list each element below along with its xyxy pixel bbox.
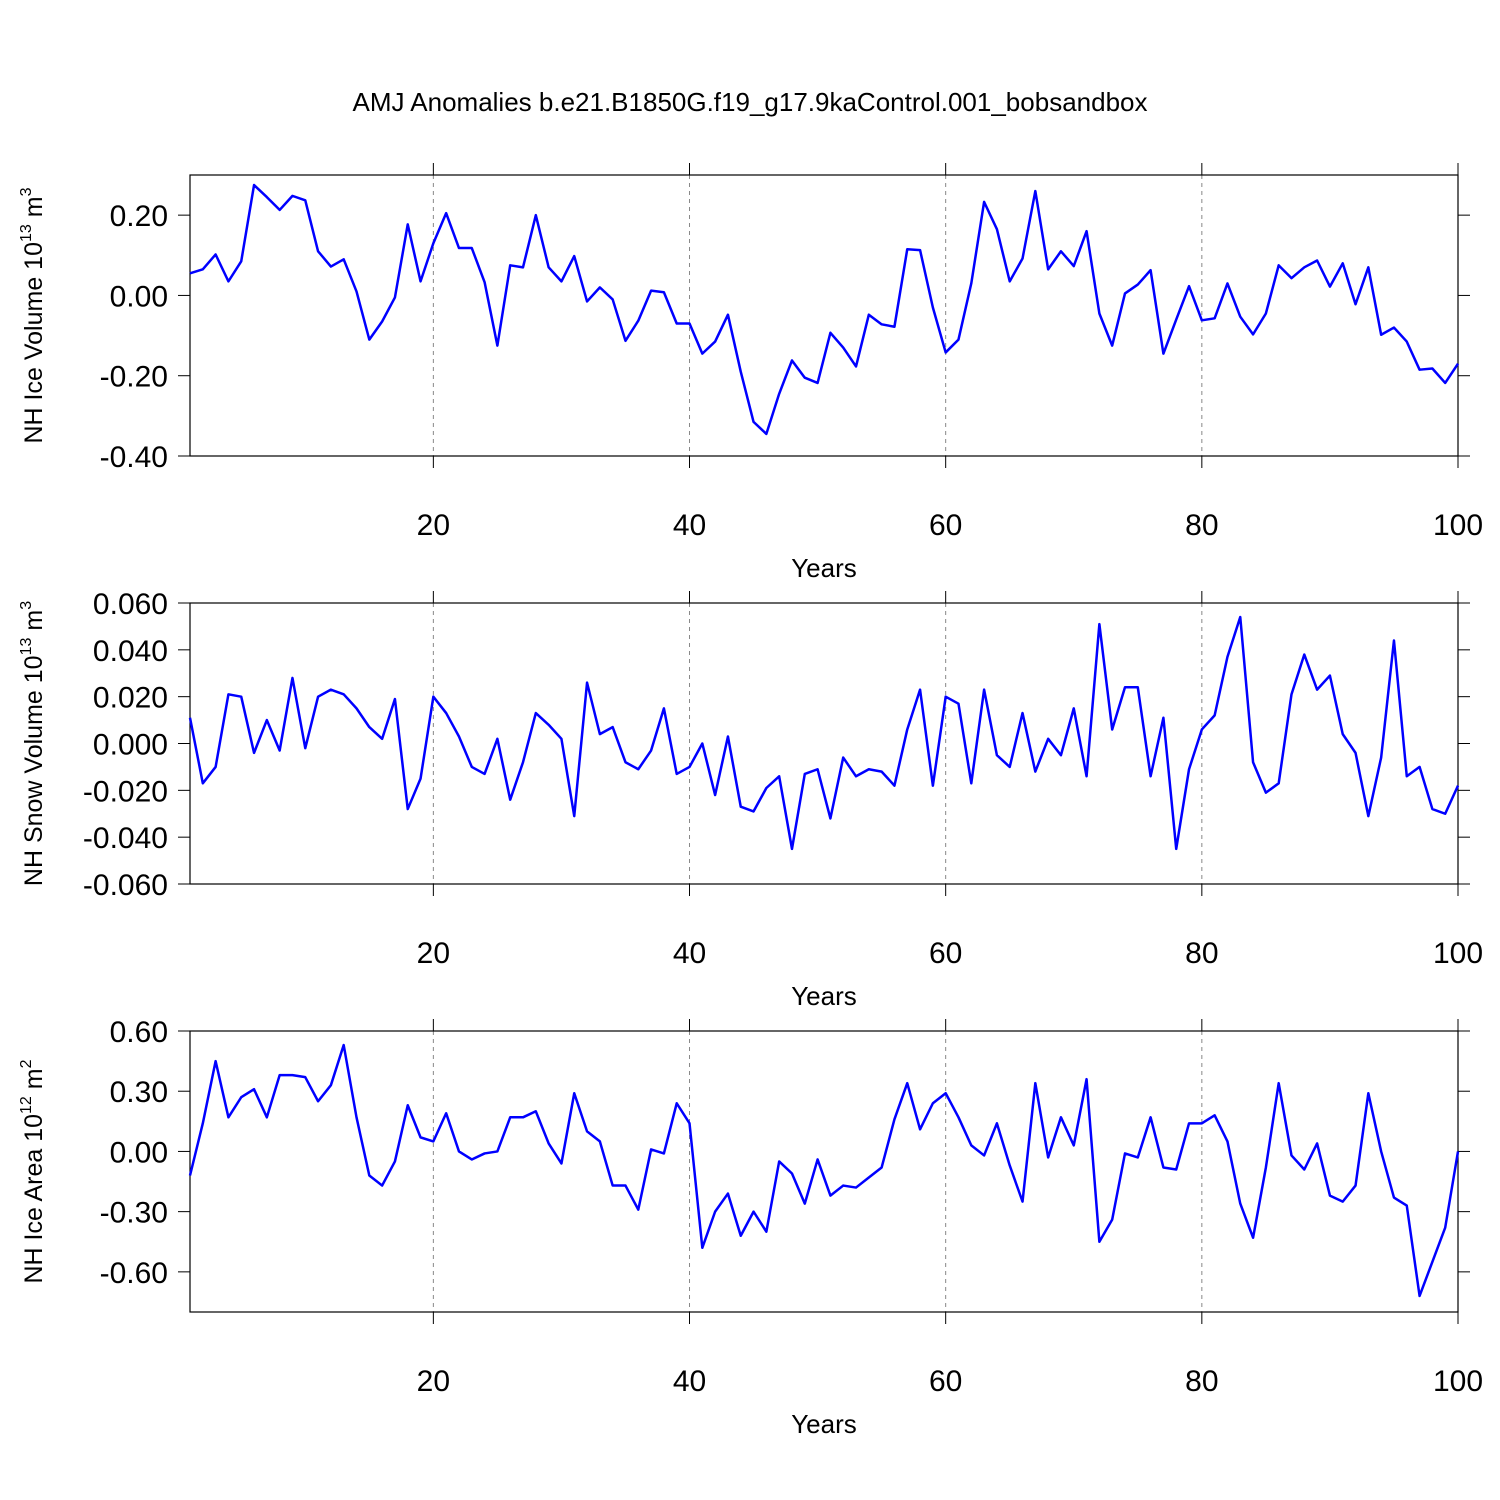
data-line (189, 183, 1460, 436)
x-tick-label: 100 (1433, 509, 1483, 542)
x-axis-label: Years (791, 1409, 857, 1439)
y-axis-label-exponent: 13 (18, 638, 35, 656)
x-tick-label: 20 (417, 937, 450, 970)
y-tick-label: -0.60 (100, 1257, 168, 1290)
x-tick-label: 80 (1185, 937, 1218, 970)
y-tick-label: 0.000 (93, 729, 168, 762)
x-tick-label: 60 (929, 1365, 962, 1398)
y-axis-label: NH Snow Volume 1013 m3 (18, 601, 48, 886)
y-axis-label-part: m (20, 1068, 48, 1089)
y-tick-label: 0.020 (93, 682, 168, 715)
y-axis-label: NH Ice Volume 1013 m3 (18, 187, 48, 443)
x-tick-label: 100 (1433, 937, 1483, 970)
y-tick-label: 0.060 (93, 588, 168, 621)
y-axis-label-part: m (20, 610, 48, 631)
y-tick-label: 0.20 (110, 200, 168, 233)
y-axis-label-exponent: 3 (18, 601, 35, 610)
x-axis-label: Years (791, 981, 857, 1011)
x-tick-label: 40 (673, 509, 706, 542)
y-tick-label: 0.00 (110, 280, 168, 313)
y-tick-label: -0.40 (100, 441, 168, 474)
plot-frame (189, 174, 1459, 457)
y-axis-label-exponent: 3 (18, 187, 35, 196)
x-axis-label: Years (791, 553, 857, 583)
x-tick-label: 40 (673, 1365, 706, 1398)
x-tick-label: 20 (417, 509, 450, 542)
plot-frame (189, 602, 1459, 885)
y-tick-label: -0.020 (83, 775, 168, 808)
x-tick-label: 20 (417, 1365, 450, 1398)
y-axis-label-exponent: 12 (18, 1096, 35, 1114)
y-tick-label: 0.60 (110, 1016, 168, 1049)
x-tick-label: 60 (929, 937, 962, 970)
y-tick-label: -0.30 (100, 1197, 168, 1230)
plot-frame (189, 1030, 1459, 1313)
y-tick-label: -0.060 (83, 869, 168, 902)
y-axis-label-part: NH Ice Volume 10 (20, 242, 48, 444)
x-tick-label: 80 (1185, 1365, 1218, 1398)
data-line (188, 615, 1460, 851)
x-tick-label: 60 (929, 509, 962, 542)
y-axis-label: NH Ice Area 1012 m2 (18, 1059, 48, 1283)
y-tick-label: -0.20 (100, 361, 168, 394)
y-axis-label-part: NH Ice Area 10 (20, 1114, 48, 1284)
y-tick-label: 0.00 (110, 1136, 168, 1169)
x-tick-label: 40 (673, 937, 706, 970)
chart-title: AMJ Anomalies b.e21.B1850G.f19_g17.9kaCo… (352, 87, 1147, 117)
y-axis-label-exponent: 13 (18, 224, 35, 242)
y-tick-label: -0.040 (83, 822, 168, 855)
x-tick-label: 100 (1433, 1365, 1483, 1398)
y-axis-label-part: m (20, 196, 48, 217)
y-tick-label: 0.30 (110, 1076, 168, 1109)
data-line (188, 1043, 1460, 1298)
y-axis-label-exponent: 2 (18, 1059, 35, 1068)
y-tick-label: 0.040 (93, 635, 168, 668)
x-tick-label: 80 (1185, 509, 1218, 542)
y-axis-label-part: NH Snow Volume 10 (20, 655, 48, 886)
